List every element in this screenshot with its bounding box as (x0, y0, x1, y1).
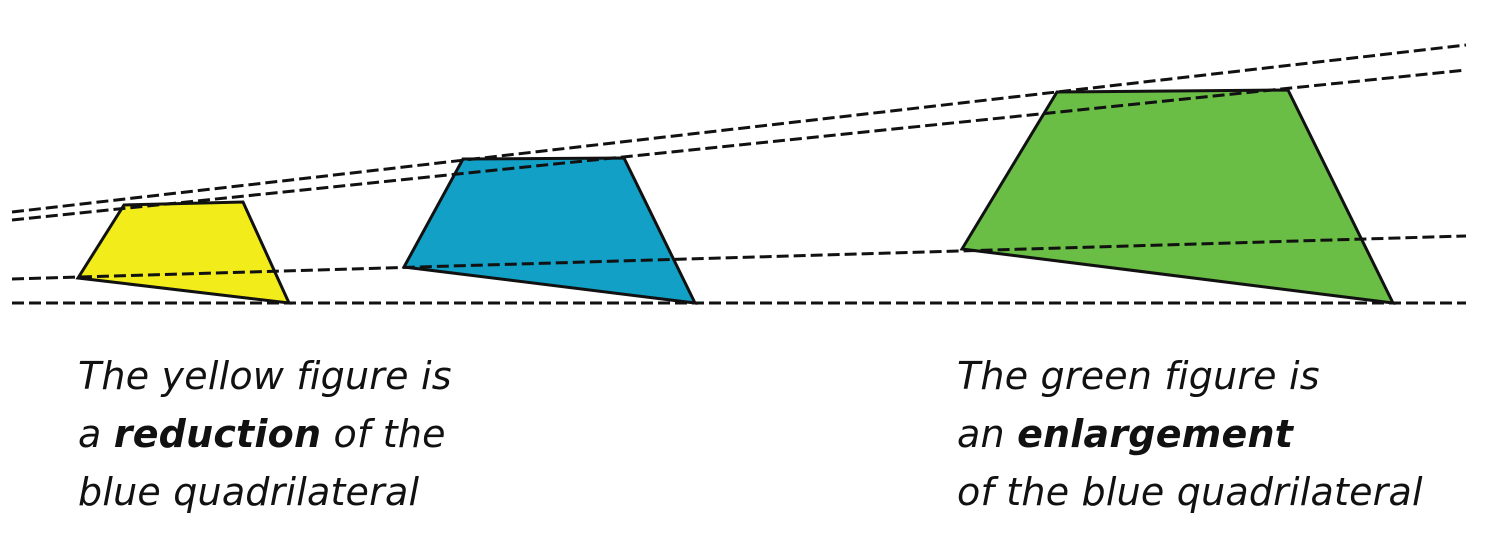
caption-right-line-2-pre: an (957, 412, 1018, 456)
caption-left-keyword: reduction (113, 412, 322, 456)
blue-quadrilateral (401, 156, 698, 305)
caption-right-keyword: enlargement (1017, 412, 1294, 456)
dashed-line-upper-2 (11, 68, 1467, 222)
yellow-quadrilateral (75, 200, 292, 305)
caption-right-line-3: of the blue quadrilateral (957, 470, 1423, 514)
caption-left-line-3: blue quadrilateral (78, 470, 420, 514)
caption-left-line-2-post: of the (321, 412, 446, 456)
dashed-line-upper-1 (11, 43, 1467, 214)
caption-right-line-2: an enlargement (957, 405, 1423, 463)
caption-left-line-2-pre: a (78, 412, 114, 456)
caption-left-line-2: a reduction of the (78, 405, 452, 463)
dashed-line-middle (11, 234, 1467, 281)
green-quadrilateral (959, 88, 1396, 305)
caption-green-enlargement: The green figure is an enlargement of th… (957, 347, 1423, 521)
caption-right-line-1: The green figure is (957, 354, 1320, 398)
caption-yellow-reduction: The yellow figure is a reduction of the … (78, 347, 452, 521)
caption-left-line-1: The yellow figure is (78, 354, 452, 398)
